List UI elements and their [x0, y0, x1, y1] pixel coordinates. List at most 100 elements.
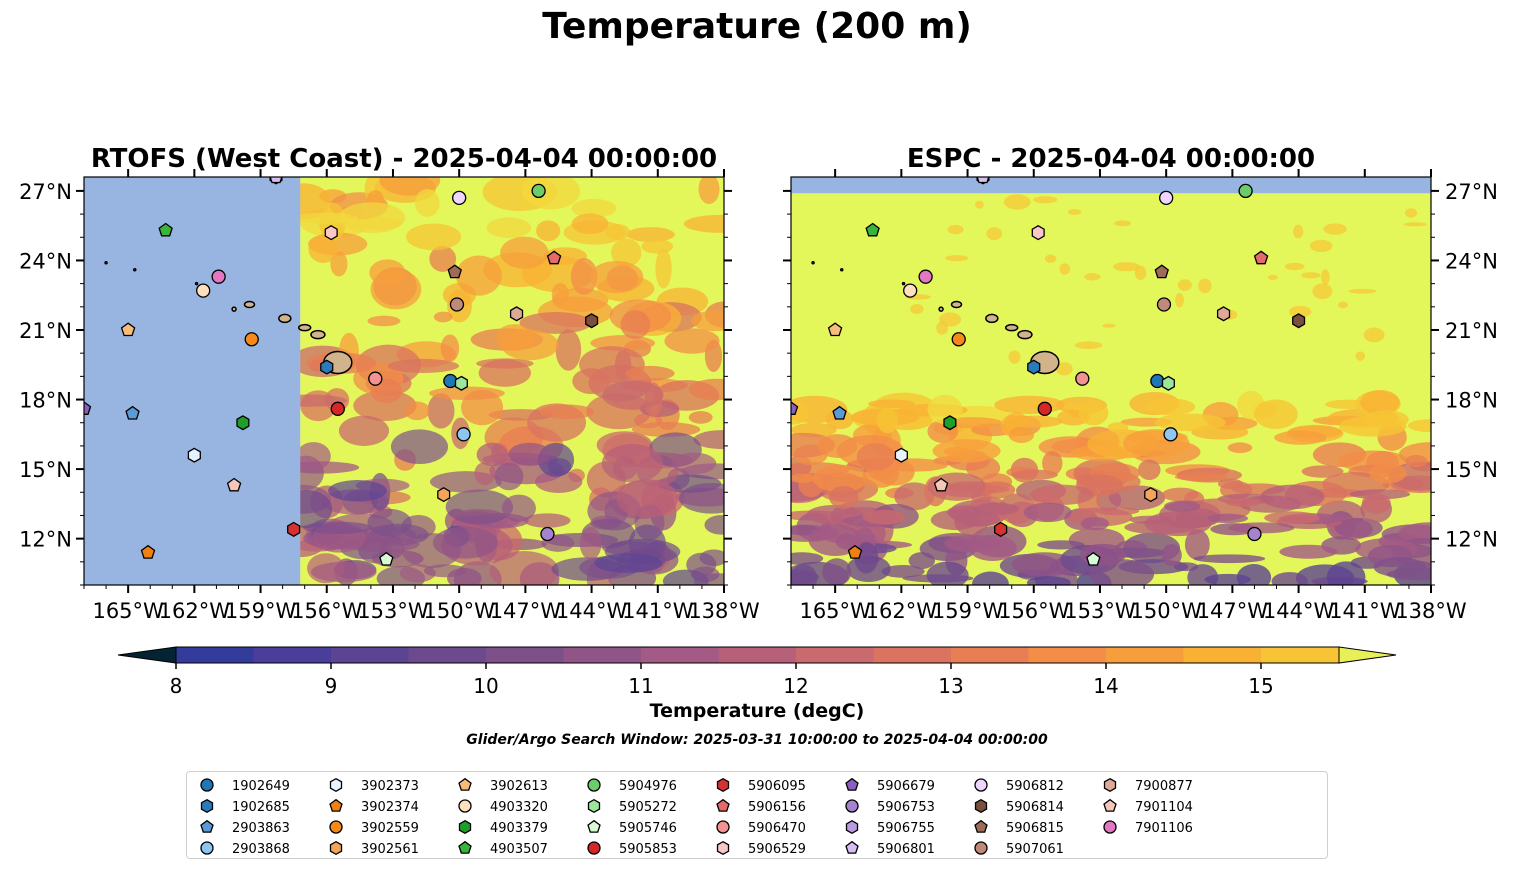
legend-marker — [716, 820, 730, 834]
colorbar-bin — [1183, 647, 1262, 663]
search-window-label: Glider/Argo Search Window: 2025-03-31 10… — [466, 732, 1048, 748]
temperature-contour — [894, 482, 935, 511]
cool-water-contour — [508, 442, 552, 466]
temperature-contour — [1369, 462, 1407, 484]
temperature-contour — [536, 220, 561, 242]
x-tick-label: 150°W — [1130, 599, 1202, 623]
temperature-field — [791, 177, 1431, 585]
legend-marker — [845, 777, 859, 791]
legend-marker — [329, 777, 343, 793]
profile-marker-5906815 — [447, 264, 462, 279]
x-tick-label: 162°W — [866, 599, 938, 623]
legend-marker — [845, 819, 859, 835]
temperature-contour — [986, 227, 1003, 241]
y-tick-label: 27°N — [1445, 180, 1498, 204]
temperature-contour — [1301, 272, 1321, 279]
legend-entry: 5906156 — [716, 798, 806, 815]
profile-marker-5906095 — [994, 521, 1008, 537]
profile-marker-2903863 — [125, 405, 140, 420]
temperature-contour — [791, 552, 824, 565]
temperature-contour — [1123, 429, 1190, 458]
colorbar-tick-label: 9 — [325, 674, 338, 698]
temperature-contour — [943, 446, 971, 457]
legend-entry: 3902559 — [329, 820, 419, 836]
temperature-contour — [1326, 561, 1366, 585]
profile-marker-5906812 — [1159, 190, 1174, 206]
legend-marker — [200, 778, 214, 792]
profile-marker-4903320 — [903, 283, 918, 298]
temperature-contour — [589, 260, 644, 294]
legend-entry: 5907061 — [974, 841, 1064, 857]
temperature-contour — [698, 177, 720, 204]
colorbar-tick-label: 10 — [473, 674, 498, 698]
profile-marker-5907061 — [449, 297, 465, 312]
x-tick-label: 150°W — [423, 599, 495, 623]
temperature-contour — [1198, 278, 1212, 294]
temperature-contour — [1301, 465, 1344, 478]
temperature-contour — [500, 236, 549, 269]
legend-entry: 3902613 — [458, 777, 548, 794]
temperature-contour — [1312, 283, 1333, 300]
temperature-contour — [1206, 513, 1249, 524]
temperature-contour — [570, 257, 598, 295]
temperature-contour — [1321, 269, 1330, 285]
y-tick-label: 21°N — [1445, 319, 1498, 343]
legend-entry: 2903863 — [200, 819, 290, 836]
profile-marker-4903507 — [865, 222, 880, 237]
temperature-contour — [1074, 341, 1103, 350]
colorbar-bin — [253, 647, 332, 663]
temperature-contour — [1107, 422, 1129, 433]
legend-label: 5906801 — [877, 842, 935, 857]
temperature-contour — [1134, 265, 1147, 281]
temperature-contour — [973, 502, 1020, 516]
legend-marker — [845, 799, 859, 813]
legend-label: 3902561 — [361, 842, 419, 857]
legend: 1902649 1902685 2903863 2903868 3902373 39023… — [186, 771, 1328, 859]
temperature-contour — [1274, 430, 1327, 445]
profile-marker-5906812 — [452, 190, 467, 206]
x-tick-label: 147°W — [490, 599, 562, 623]
temperature-contour — [863, 509, 906, 525]
profile-marker-1902685 — [1027, 359, 1041, 375]
temperature-contour — [602, 380, 664, 410]
cool-water-contour — [594, 553, 663, 573]
legend-entry: 5906679 — [845, 777, 935, 794]
legend-label: 2903863 — [232, 821, 290, 836]
temperature-contour — [495, 324, 534, 351]
legend-entry: 7900877 — [1103, 777, 1193, 794]
island-landmass — [938, 306, 944, 312]
cool-water-contour — [367, 508, 412, 537]
profile-marker-5905272 — [1161, 375, 1175, 391]
espc-map-panel: 165°W162°W159°W156°W153°W150°W147°W144°W… — [783, 169, 1498, 623]
legend-marker — [1103, 777, 1117, 793]
island-landmass — [278, 313, 292, 324]
cool-water-contour — [693, 573, 724, 585]
temperature-contour — [455, 255, 502, 296]
temperature-contour — [1363, 327, 1385, 343]
legend-entry: 1902649 — [200, 778, 290, 794]
legend-entry: 5906755 — [845, 819, 935, 836]
island-landmass — [811, 261, 815, 265]
legend-marker — [200, 841, 214, 855]
cool-water-contour — [432, 526, 498, 559]
temperature-contour — [1405, 455, 1428, 468]
y-tick-label: 18°N — [1445, 389, 1498, 413]
temperature-contour — [1023, 502, 1072, 523]
temperature-contour — [523, 513, 571, 528]
profile-marker-5906529 — [324, 225, 338, 241]
temperature-contour — [813, 464, 868, 493]
temperature-contour — [293, 212, 359, 224]
legend-label: 4903507 — [490, 842, 548, 857]
x-tick-label: 141°W — [622, 599, 694, 623]
profile-marker-3902613 — [827, 322, 843, 337]
profile-marker-3902561 — [1144, 487, 1158, 503]
temperature-contour — [1067, 209, 1082, 215]
x-tick-label: 138°W — [1395, 599, 1467, 623]
temperature-contour — [1177, 279, 1192, 291]
y-tick-label: 21°N — [19, 319, 72, 343]
temperature-contour — [876, 407, 899, 434]
temperature-contour — [1033, 196, 1058, 204]
profile-marker-5906156 — [546, 250, 562, 265]
profile-marker-5905746 — [379, 551, 394, 566]
cool-water-contour — [489, 551, 559, 585]
